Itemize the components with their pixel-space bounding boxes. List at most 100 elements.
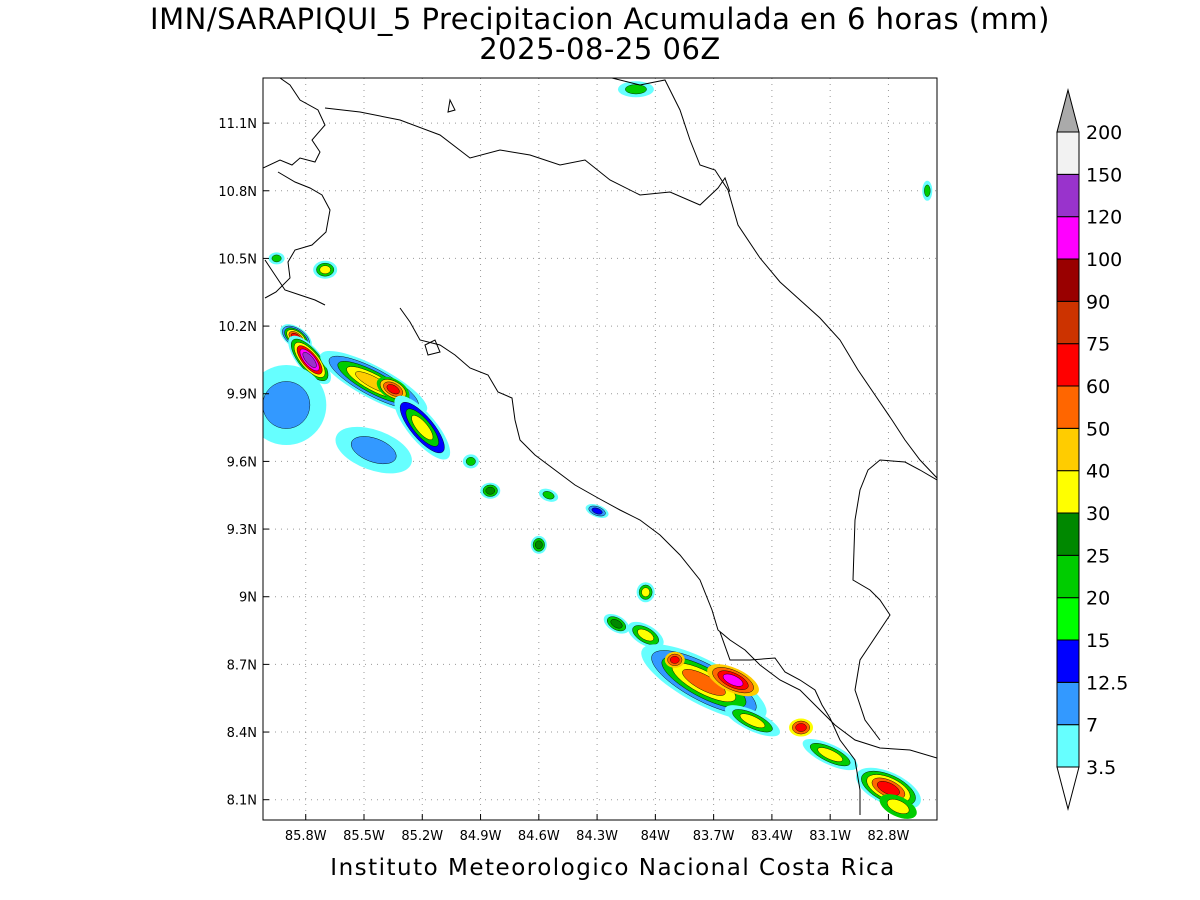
colorbar-swatch (1056, 427, 1080, 472)
colorbar-swatch (1056, 470, 1080, 514)
precip-cell (313, 260, 338, 279)
colorbar-swatch (1056, 724, 1080, 768)
precip-cell (462, 454, 479, 469)
y-tick-label: 11.1N (218, 117, 257, 132)
precip-cell (288, 335, 331, 385)
colorbar-label: 100 (1086, 249, 1122, 271)
map-gridlines (263, 78, 937, 820)
colorbar-label: 30 (1086, 503, 1110, 525)
precip-contour (271, 254, 282, 263)
colorbar: 3.5 7 12.5 15 20 25 30 40 50 60 75 90 100 120 150 200 (1056, 88, 1128, 811)
precip-contour (542, 491, 555, 500)
colorbar-over-triangle (1056, 88, 1080, 133)
longitude-axis: 85.8W 85.5W 85.2W 84.9W 84.6W 84.3W 84W 83.7W 83… (285, 814, 910, 844)
border-nicaragua (324, 107, 731, 206)
colorbar-swatch (1056, 258, 1080, 302)
precip-contour (795, 723, 807, 732)
y-tick-label: 8.1N (227, 794, 257, 809)
x-tick-label: 84.3W (576, 829, 618, 844)
colorbar-label: 60 (1086, 376, 1110, 398)
precip-cell (585, 504, 609, 518)
precip-contour (625, 84, 647, 95)
y-tick-label: 10.5N (218, 252, 257, 267)
precip-contour (886, 798, 910, 814)
precip-contour (386, 384, 400, 395)
precip-contour (739, 713, 766, 729)
x-tick-label: 85.2W (401, 829, 443, 844)
precip-contour (817, 747, 843, 762)
colorbar-label: 15 (1086, 630, 1110, 652)
precip-cell (530, 535, 547, 554)
colorbar-label: 25 (1086, 545, 1110, 567)
map-frame (262, 77, 938, 821)
colorbar-swatch (1056, 597, 1080, 641)
colorbar-swatch (1056, 554, 1080, 599)
colorbar-label: 120 (1086, 207, 1122, 229)
colorbar-label: 7 (1086, 715, 1098, 737)
colorbar-swatch (1056, 681, 1080, 726)
precip-cell (263, 365, 327, 446)
x-tick-label: 83.4W (751, 829, 793, 844)
precip-cell (480, 482, 501, 499)
colorbar-swatch (1056, 216, 1080, 260)
precip-contour (485, 486, 495, 495)
precip-cell (724, 705, 780, 737)
precip-contour (682, 669, 726, 696)
precip-contour (465, 457, 476, 466)
y-tick-label: 8.4N (227, 726, 257, 741)
precip-cell (707, 664, 759, 697)
precip-cell (789, 718, 814, 737)
precip-contour (319, 265, 331, 274)
x-tick-label: 82.8W (868, 829, 910, 844)
northwest-peninsula (264, 259, 326, 306)
x-tick-label: 83.7W (693, 829, 735, 844)
precip-contour (924, 184, 931, 197)
precip-contour (302, 352, 317, 368)
colorbar-swatch (1056, 343, 1080, 387)
footer-credit: Instituto Meteorologico Nacional Costa R… (330, 855, 896, 881)
precipitation-field (263, 81, 933, 819)
y-tick-label: 9.9N (227, 388, 257, 403)
lake-edge (447, 98, 456, 113)
precip-contour (610, 619, 623, 629)
precip-cell (268, 252, 285, 265)
precip-cell (538, 488, 559, 502)
x-tick-label: 84.9W (460, 829, 502, 844)
precip-cell (335, 426, 412, 474)
precip-cell (636, 582, 655, 603)
pacific-coast-north (263, 78, 326, 169)
x-tick-label: 83.1W (809, 829, 851, 844)
precip-cell (627, 621, 664, 649)
precip-contour (641, 587, 650, 597)
y-tick-label: 10.8N (218, 185, 257, 200)
x-tick-label: 85.5W (343, 829, 385, 844)
precip-contour (722, 673, 744, 687)
precip-cell (394, 395, 451, 460)
y-tick-label: 8.7N (227, 658, 257, 673)
latitude-axis: 11.1N 10.8N 10.5N 10.2N 9.9N 9.6N 9.3N 9N 8.7N 8.… (218, 117, 269, 809)
colorbar-swatch (1056, 131, 1080, 175)
y-tick-label: 9.3N (227, 523, 257, 538)
precip-contour (670, 656, 680, 664)
y-tick-label: 10.2N (218, 320, 257, 335)
colorbar-swatch (1056, 385, 1080, 429)
precip-contour (350, 436, 397, 465)
precip-cell (802, 739, 858, 771)
y-tick-label: 9.6N (227, 455, 257, 470)
x-tick-label: 85.8W (285, 829, 327, 844)
precip-contour (411, 415, 434, 441)
precip-contour (637, 628, 655, 642)
colorbar-label: 200 (1086, 122, 1122, 144)
precip-cell (922, 180, 933, 201)
bocas-coast (852, 459, 937, 741)
nicoya-coast (264, 171, 331, 299)
precip-cell (664, 651, 685, 668)
map-title: IMN/SARAPIQUI_5 Precipitacion Acumulada … (150, 2, 1050, 36)
precip-contour (877, 781, 900, 796)
precip-cell (617, 81, 654, 98)
precip-cell (376, 376, 410, 402)
colorbar-label: 40 (1086, 461, 1110, 483)
border-panama (719, 631, 861, 815)
colorbar-under-triangle (1056, 766, 1080, 811)
